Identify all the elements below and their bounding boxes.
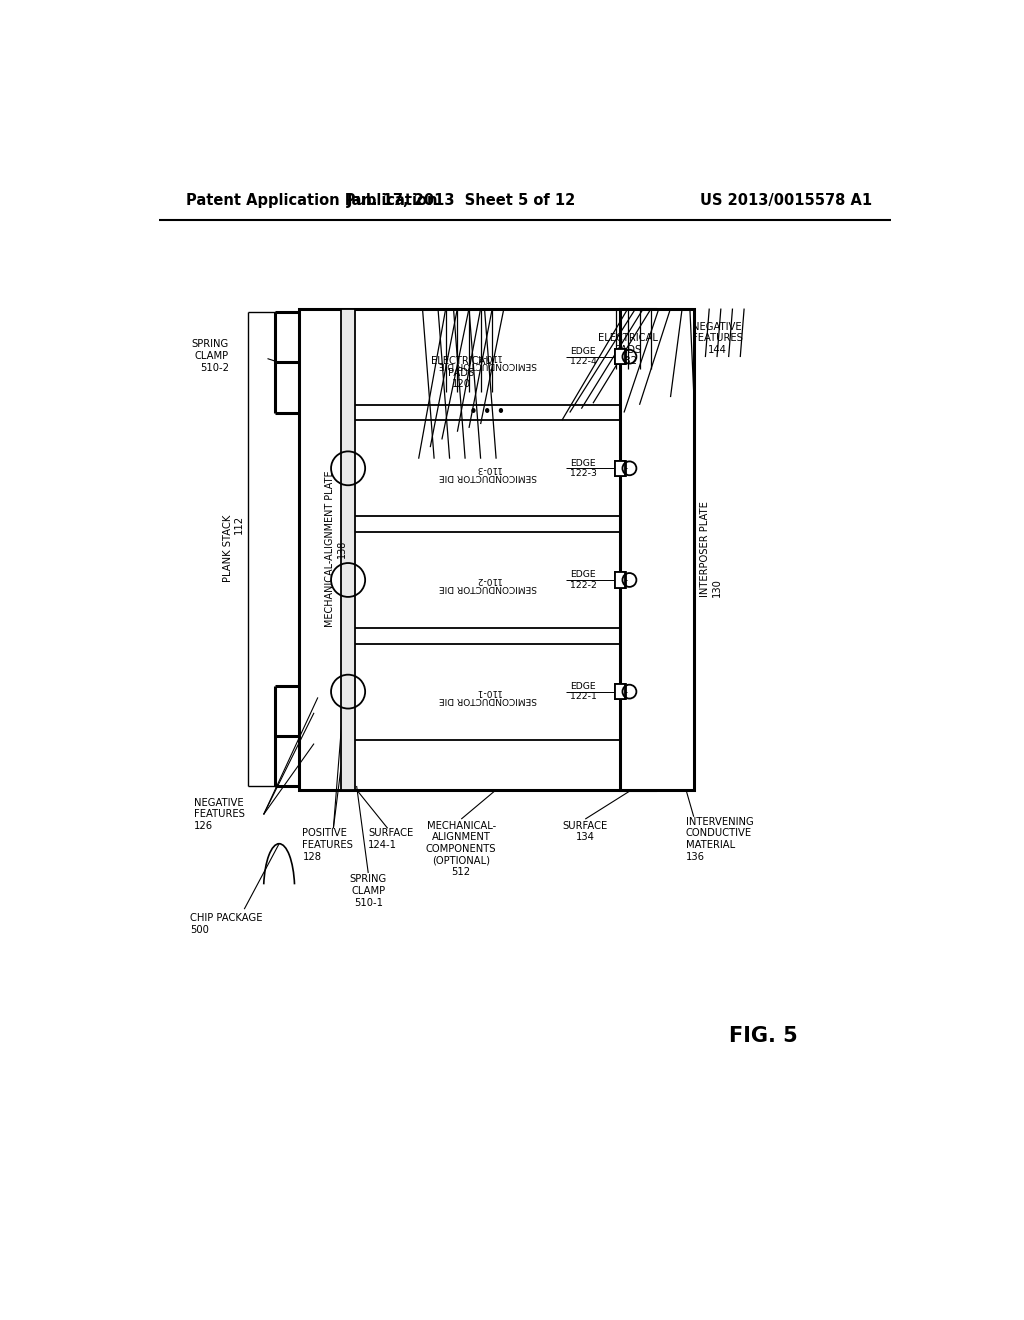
Text: Patent Application Publication: Patent Application Publication — [186, 193, 437, 209]
Text: 110-1: 110-1 — [474, 688, 501, 696]
Text: SEMICONDUCTOR DIE: SEMICONDUCTOR DIE — [438, 583, 537, 593]
Text: POSITIVE
FEATURES
128: POSITIVE FEATURES 128 — [302, 829, 353, 862]
Text: 110-2: 110-2 — [474, 576, 501, 585]
Text: EDGE
122-2: EDGE 122-2 — [569, 570, 597, 590]
Text: ELECTRICAL
PADS
120: ELECTRICAL PADS 120 — [431, 356, 492, 389]
Text: EDGE
122-3: EDGE 122-3 — [569, 458, 597, 478]
FancyBboxPatch shape — [621, 309, 693, 789]
Bar — [615, 573, 625, 587]
Text: ELECTRICAL
PADS
132: ELECTRICAL PADS 132 — [598, 333, 657, 367]
Text: SURFACE
124-1: SURFACE 124-1 — [369, 829, 414, 850]
Text: CHIP PACKAGE
500: CHIP PACKAGE 500 — [190, 913, 262, 935]
Bar — [341, 309, 355, 789]
Text: 110-4: 110-4 — [474, 352, 501, 362]
Bar — [615, 684, 625, 700]
Bar — [615, 348, 625, 364]
Bar — [614, 573, 626, 587]
Bar — [614, 348, 626, 364]
Text: MECHANICAL-ALIGNMENT PLATE
138: MECHANICAL-ALIGNMENT PLATE 138 — [325, 470, 346, 627]
Text: US 2013/0015578 A1: US 2013/0015578 A1 — [699, 193, 872, 209]
Text: 110-3: 110-3 — [474, 463, 501, 473]
Bar — [615, 461, 625, 477]
Text: SEMICONDUCTOR DIE: SEMICONDUCTOR DIE — [438, 360, 537, 368]
Text: EDGE
122-4: EDGE 122-4 — [569, 347, 597, 367]
Text: SPRING
CLAMP
510-2: SPRING CLAMP 510-2 — [191, 339, 228, 372]
Text: EDGE
122-1: EDGE 122-1 — [569, 682, 597, 701]
Text: PLANK STACK
112: PLANK STACK 112 — [222, 515, 245, 582]
Text: MECHANICAL-
ALIGNMENT
COMPONENTS
(OPTIONAL)
512: MECHANICAL- ALIGNMENT COMPONENTS (OPTION… — [426, 821, 497, 876]
Text: FIG. 5: FIG. 5 — [729, 1026, 798, 1047]
Text: SEMICONDUCTOR DIE: SEMICONDUCTOR DIE — [438, 471, 537, 480]
Text: INTERVENING
CONDUCTIVE
MATERIAL
136: INTERVENING CONDUCTIVE MATERIAL 136 — [686, 817, 754, 862]
Bar — [614, 684, 626, 700]
Text: Jan. 17, 2013  Sheet 5 of 12: Jan. 17, 2013 Sheet 5 of 12 — [347, 193, 575, 209]
Text: SEMICONDUCTOR DIE: SEMICONDUCTOR DIE — [438, 694, 537, 704]
Text: NEGATIVE
FEATURES
126: NEGATIVE FEATURES 126 — [194, 797, 245, 830]
Text: INTERPOSER PLATE
130: INTERPOSER PLATE 130 — [700, 500, 722, 597]
Text: SPRING
CLAMP
510-1: SPRING CLAMP 510-1 — [349, 874, 387, 908]
FancyBboxPatch shape — [299, 309, 655, 789]
Text: • • •: • • • — [469, 405, 506, 420]
Text: NEGATIVE
FEATURES
144: NEGATIVE FEATURES 144 — [691, 322, 742, 355]
Text: SURFACE
134: SURFACE 134 — [562, 821, 608, 842]
Bar — [614, 461, 626, 477]
